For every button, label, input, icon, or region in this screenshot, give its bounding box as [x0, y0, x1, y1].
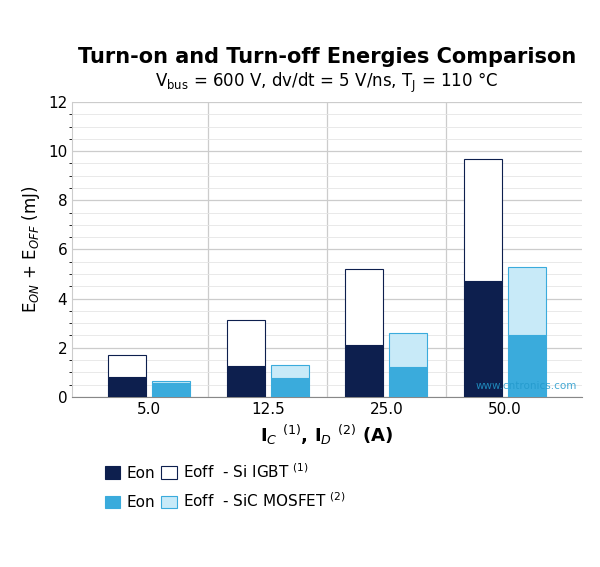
Bar [389, 333, 427, 367]
Bar [152, 383, 190, 397]
X-axis label: I$_C$ $^{(1)}$, I$_D$ $^{(2)}$ (A): I$_C$ $^{(1)}$, I$_D$ $^{(2)}$ (A) [260, 422, 394, 447]
Bar [389, 367, 427, 397]
Bar [227, 320, 265, 366]
Bar [508, 266, 546, 336]
Y-axis label: E$_{ON}$ + E$_{OFF}$ (mJ): E$_{ON}$ + E$_{OFF}$ (mJ) [20, 186, 43, 313]
Bar [346, 269, 383, 345]
Bar [346, 345, 383, 397]
Bar [508, 336, 546, 397]
Bar [464, 159, 502, 281]
Bar [271, 379, 308, 397]
Bar [271, 365, 308, 379]
Text: $\mathregular{V_{bus}}$ = 600 V, dv/dt = 5 V/ns, $\mathregular{T_J}$ = 110 °C: $\mathregular{V_{bus}}$ = 600 V, dv/dt =… [155, 70, 499, 95]
Bar [108, 377, 146, 397]
Bar [108, 355, 146, 377]
Bar [152, 381, 190, 383]
Text: www.cntronics.com: www.cntronics.com [476, 381, 577, 391]
Bar [464, 281, 502, 397]
Title: Turn-on and Turn-off Energies Comparison: Turn-on and Turn-off Energies Comparison [78, 47, 576, 67]
Bar [227, 366, 265, 397]
Legend: Eon, Eoff  - SiC MOSFET $^{(2)}$: Eon, Eoff - SiC MOSFET $^{(2)}$ [105, 492, 346, 510]
